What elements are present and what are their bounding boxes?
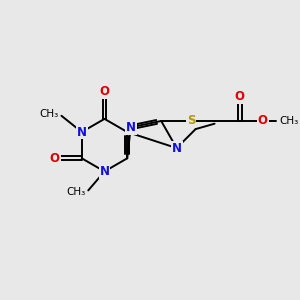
Text: S: S <box>187 115 195 128</box>
Text: CH₃: CH₃ <box>39 109 58 119</box>
Text: N: N <box>172 142 182 154</box>
Text: O: O <box>235 90 245 103</box>
Text: CH₃: CH₃ <box>66 187 85 197</box>
Text: N: N <box>77 125 87 139</box>
Text: O: O <box>100 85 110 98</box>
Text: CH₃: CH₃ <box>279 116 298 126</box>
Text: N: N <box>126 121 136 134</box>
Text: O: O <box>258 115 268 128</box>
Text: O: O <box>50 152 60 165</box>
Text: N: N <box>100 165 110 178</box>
